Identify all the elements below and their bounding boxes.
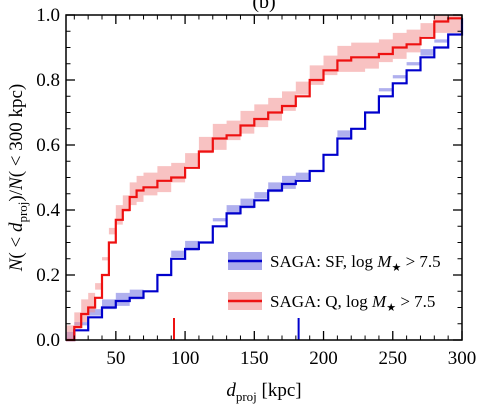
legend-label-q: SAGA: Q, log M★ > 7.5 [270,292,435,314]
band-q [66,15,462,340]
x-tick-label: 250 [379,348,408,369]
y-tick-labels: 0.0 0.2 0.4 0.6 0.8 1.0 [36,5,60,351]
line-sf [66,18,464,342]
y-tick-label: 0.8 [36,70,60,91]
legend-label-sf: SAGA: SF, log M★ > 7.5 [270,252,441,274]
y-tick-label: 0.0 [36,330,60,351]
x-tick-label: 100 [171,348,200,369]
axis-ticks [66,14,463,341]
x-axis-label: dproj [kpc] [226,380,301,404]
median-markers [173,318,300,340]
y-axis-label: N( < dproj)/N( < 300 kpc) [6,84,30,273]
chart-title: (b) [252,0,275,13]
y-tick-label: 0.6 [36,135,60,156]
y-tick-label: 0.4 [36,200,60,221]
line-q [66,17,462,342]
x-tick-label: 50 [106,348,125,369]
x-tick-label: 300 [448,348,477,369]
x-tick-label: 200 [309,348,338,369]
x-tick-label: 150 [240,348,269,369]
legend: SAGA: SF, log M★ > 7.5 SAGA: Q, log M★ > … [228,252,441,314]
x-tick-labels: 50 100 150 200 250 300 [106,348,476,369]
series-lines [66,17,464,342]
y-tick-label: 1.0 [36,5,60,26]
y-tick-label: 0.2 [36,265,60,286]
